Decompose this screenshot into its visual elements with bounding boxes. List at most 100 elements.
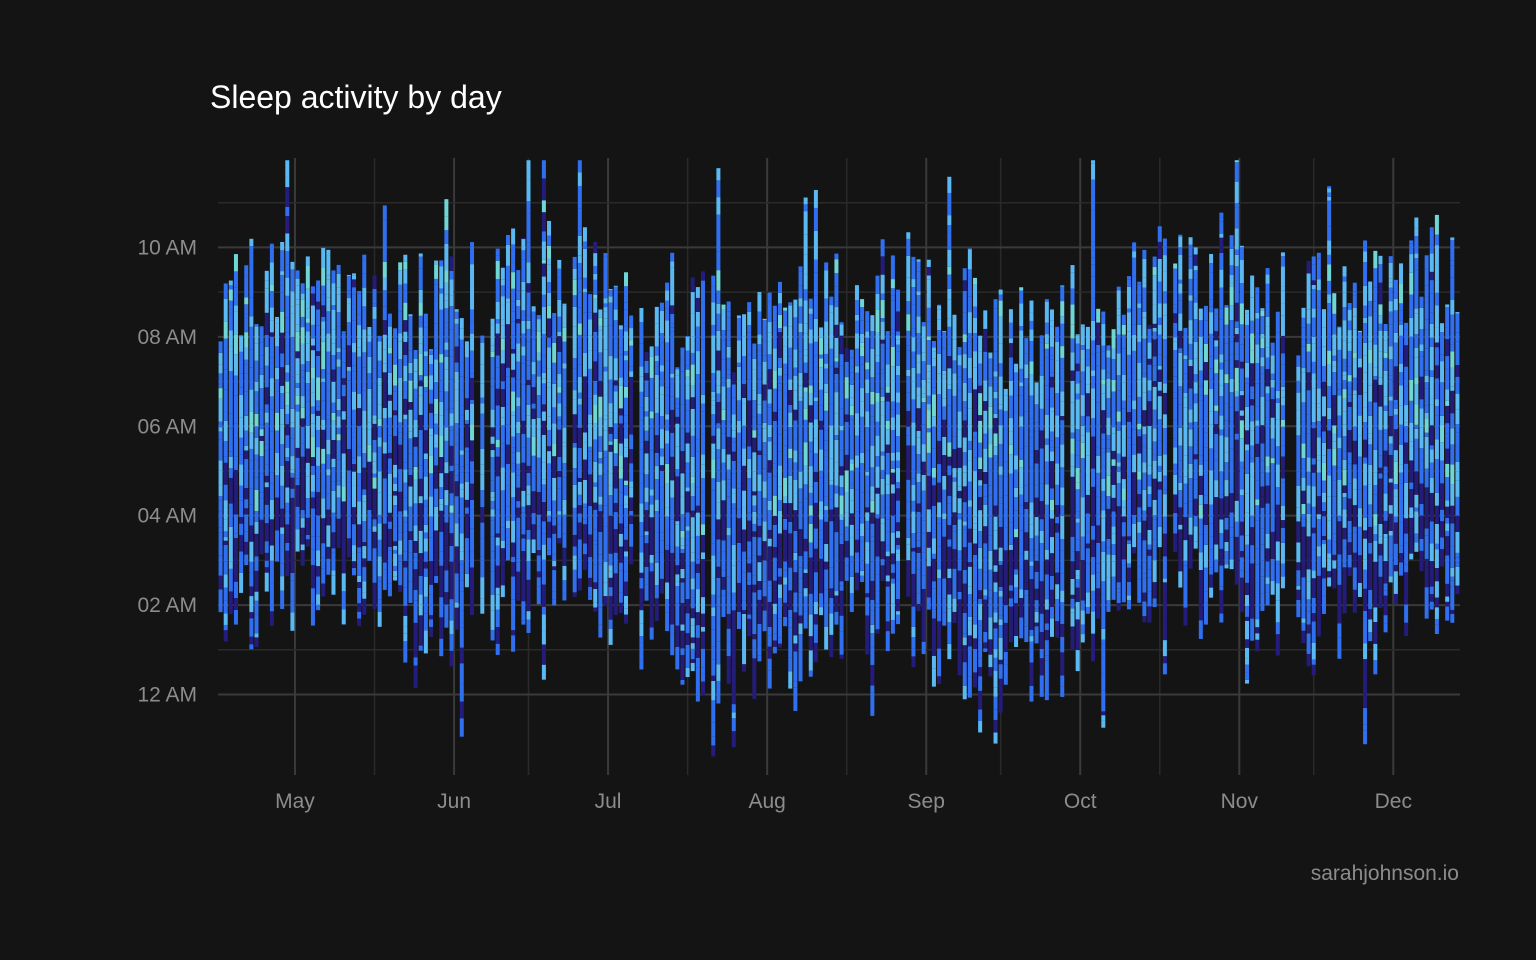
sleep-segment	[377, 523, 382, 540]
sleep-segment	[880, 518, 885, 524]
sleep-segment	[680, 549, 685, 553]
sleep-segment	[757, 581, 762, 590]
sleep-segment	[603, 318, 608, 327]
sleep-segment	[357, 325, 362, 339]
sleep-segment	[983, 612, 988, 632]
sleep-segment	[1188, 269, 1193, 279]
sleep-segment	[993, 696, 998, 710]
sleep-segment	[896, 311, 901, 332]
sleep-segment	[783, 430, 788, 439]
sleep-segment	[665, 443, 670, 464]
sleep-segment	[1101, 690, 1106, 712]
sleep-segment	[978, 547, 983, 569]
sleep-segment	[413, 525, 418, 541]
sleep-segment	[1060, 416, 1065, 421]
sleep-segment	[711, 646, 716, 660]
sleep-segment	[675, 565, 680, 575]
sleep-night	[931, 341, 936, 687]
sleep-segment	[675, 652, 680, 670]
sleep-segment	[295, 299, 300, 305]
sleep-segment	[890, 460, 895, 469]
sleep-segment	[926, 547, 931, 567]
sleep-segment	[336, 459, 341, 481]
sleep-night	[947, 176, 952, 660]
sleep-segment	[547, 382, 552, 388]
sleep-segment	[310, 423, 315, 437]
sleep-segment	[233, 437, 238, 457]
sleep-segment	[931, 351, 936, 359]
sleep-segment	[839, 631, 844, 655]
sleep-segment	[1142, 338, 1147, 357]
sleep-segment	[700, 357, 705, 365]
sleep-segment	[1126, 599, 1131, 610]
sleep-segment	[608, 403, 613, 413]
sleep-segment	[726, 317, 731, 322]
sleep-segment	[665, 320, 670, 343]
sleep-segment	[516, 361, 521, 380]
sleep-segment	[1070, 425, 1075, 433]
sleep-segment	[239, 500, 244, 518]
sleep-segment	[1152, 339, 1157, 357]
sleep-segment	[1178, 529, 1183, 549]
sleep-segment	[911, 626, 916, 638]
sleep-segment	[341, 396, 346, 412]
sleep-segment	[695, 512, 700, 536]
sleep-segment	[952, 449, 957, 469]
sleep-segment	[464, 357, 469, 378]
sleep-segment	[439, 309, 444, 316]
sleep-segment	[1096, 345, 1101, 353]
sleep-segment	[552, 443, 557, 457]
sleep-night	[505, 235, 510, 561]
sleep-night	[454, 309, 459, 630]
sleep-segment	[1183, 540, 1188, 561]
sleep-segment	[742, 572, 747, 591]
sleep-segment	[624, 522, 629, 528]
sleep-segment	[870, 467, 875, 487]
sleep-segment	[921, 397, 926, 403]
sleep-segment	[1060, 652, 1065, 676]
sleep-segment	[218, 341, 223, 353]
sleep-segment	[233, 354, 238, 376]
sleep-segment	[777, 584, 782, 598]
sleep-night	[1024, 338, 1029, 643]
sleep-segment	[1070, 520, 1075, 537]
sleep-segment	[906, 560, 911, 581]
sleep-segment	[352, 424, 356, 438]
sleep-segment	[377, 446, 382, 461]
sleep-segment	[382, 372, 387, 393]
sleep-segment	[926, 348, 931, 365]
sleep-segment	[726, 421, 731, 437]
sleep-segment	[731, 442, 736, 452]
sleep-segment	[408, 316, 413, 337]
sleep-segment	[808, 636, 813, 651]
sleep-segment	[911, 500, 916, 512]
sleep-segment	[957, 570, 962, 592]
sleep-segment	[906, 301, 911, 315]
sleep-segment	[470, 373, 475, 378]
sleep-segment	[316, 566, 321, 577]
sleep-segment	[736, 366, 741, 381]
sleep-segment	[988, 470, 993, 486]
sleep-segment	[249, 504, 254, 526]
sleep-segment	[1178, 255, 1183, 265]
sleep-segment	[413, 479, 418, 504]
sleep-segment	[880, 396, 885, 402]
sleep-segment	[649, 495, 654, 505]
sleep-segment	[495, 587, 500, 595]
sleep-segment	[906, 232, 911, 239]
sleep-segment	[896, 452, 901, 461]
sleep-segment	[993, 571, 998, 583]
sleep-segment	[649, 554, 654, 563]
sleep-segment	[352, 320, 356, 344]
sleep-segment	[1152, 256, 1157, 268]
sleep-segment	[998, 619, 1003, 626]
sleep-segment	[428, 633, 433, 637]
sleep-segment	[413, 569, 418, 590]
sleep-segment	[942, 331, 947, 333]
sleep-segment	[988, 386, 993, 407]
sleep-segment	[665, 282, 670, 291]
sleep-segment	[1162, 291, 1167, 304]
sleep-segment	[310, 367, 315, 379]
sleep-segment	[819, 470, 824, 478]
sleep-segment	[788, 412, 793, 428]
